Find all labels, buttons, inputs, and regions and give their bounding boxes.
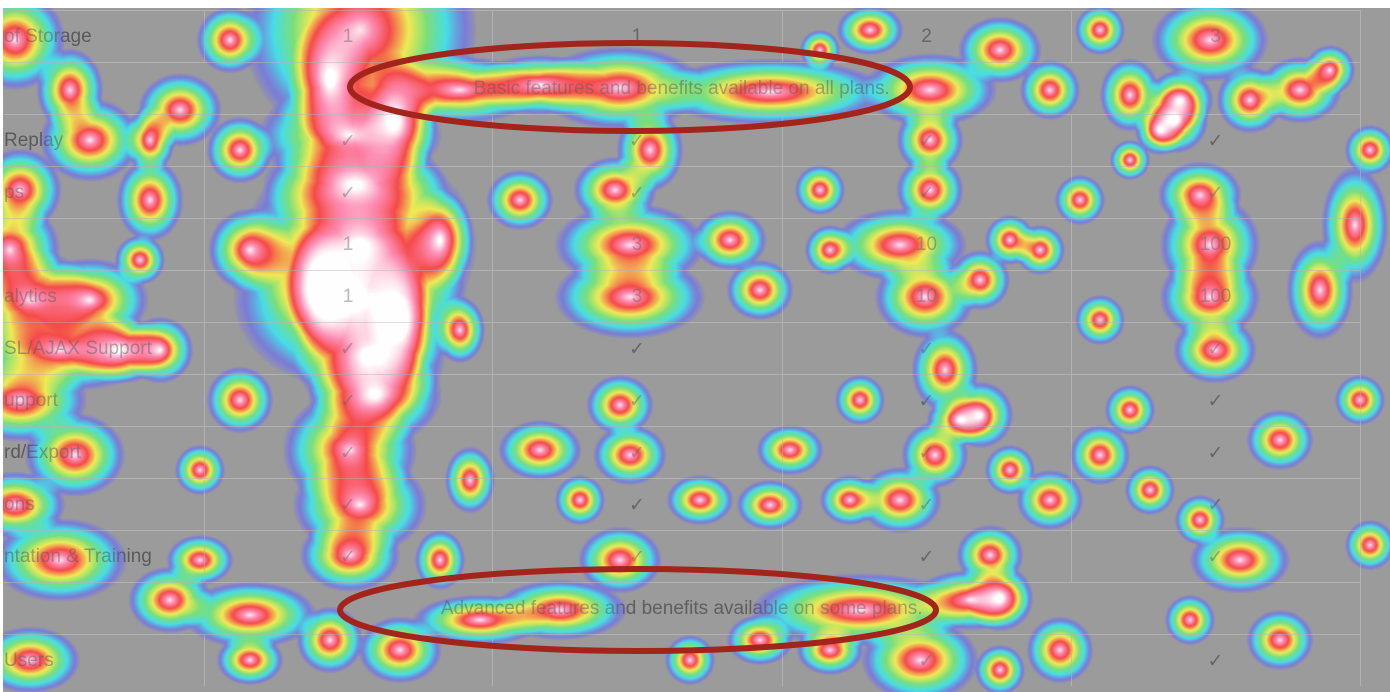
checkmark-icon: ✓ bbox=[782, 166, 1072, 219]
checkmark-icon: ✓ bbox=[492, 426, 783, 479]
feature-name-cell: ntation & Training bbox=[4, 530, 205, 583]
checkmark-icon: ✓ bbox=[204, 374, 493, 427]
plan-value-cell: 10 bbox=[782, 270, 1072, 323]
pricing-comparison-table: of Storage 1 1 2 3 Basic features and benefit… bbox=[4, 10, 1361, 686]
table-row: 1 3 10 100 bbox=[4, 218, 1361, 271]
checkmark-icon: ✓ bbox=[492, 478, 783, 531]
checkmark-icon: ✓ bbox=[204, 166, 493, 219]
section-header-row: Advanced features and benefits available… bbox=[4, 582, 1361, 635]
plan-value-cell bbox=[492, 634, 783, 686]
feature-name-cell: rd/Export bbox=[4, 426, 205, 479]
checkmark-icon: ✓ bbox=[1071, 114, 1361, 167]
table-row: of Storage 1 1 2 3 bbox=[4, 10, 1361, 63]
checkmark-icon: ✓ bbox=[204, 114, 493, 167]
checkmark-icon: ✓ bbox=[782, 478, 1072, 531]
top-crop-edge bbox=[0, 0, 1390, 8]
checkmark-icon: ✓ bbox=[492, 374, 783, 427]
plan-value-cell: 1 bbox=[492, 10, 783, 63]
checkmark-icon: ✓ bbox=[1071, 322, 1361, 375]
plan-value-cell: 2 bbox=[782, 10, 1072, 63]
checkmark-icon: ✓ bbox=[782, 374, 1072, 427]
checkmark-icon: ✓ bbox=[1071, 166, 1361, 219]
left-crop-edge bbox=[0, 0, 3, 692]
feature-name-cell: alytics bbox=[4, 270, 205, 323]
checkmark-icon: ✓ bbox=[204, 530, 493, 583]
feature-name-cell: Replay bbox=[4, 114, 205, 167]
table-row: Users ✓ ✓ bbox=[4, 634, 1361, 686]
table-row: alytics 1 3 10 100 bbox=[4, 270, 1361, 323]
checkmark-icon: ✓ bbox=[1071, 634, 1361, 686]
plan-value-cell: 1 bbox=[204, 218, 493, 271]
checkmark-icon: ✓ bbox=[782, 426, 1072, 479]
checkmark-icon: ✓ bbox=[782, 114, 1072, 167]
checkmark-icon: ✓ bbox=[204, 322, 493, 375]
checkmark-icon: ✓ bbox=[782, 530, 1072, 583]
plan-value-cell: 100 bbox=[1071, 270, 1361, 323]
feature-name-cell: Users bbox=[4, 634, 205, 686]
table-row: ps ✓ ✓ ✓ ✓ bbox=[4, 166, 1361, 219]
table-row: ntation & Training ✓ ✓ ✓ ✓ bbox=[4, 530, 1361, 583]
checkmark-icon: ✓ bbox=[492, 322, 783, 375]
plan-value-cell: 100 bbox=[1071, 218, 1361, 271]
plan-value-cell bbox=[204, 634, 493, 686]
plan-value-cell: 3 bbox=[1071, 10, 1361, 63]
feature-name-cell: upport bbox=[4, 374, 205, 427]
table-row: upport ✓ ✓ ✓ ✓ bbox=[4, 374, 1361, 427]
feature-name-cell bbox=[4, 218, 205, 271]
table-row: rd/Export ✓ ✓ ✓ ✓ bbox=[4, 426, 1361, 479]
feature-name-cell: of Storage bbox=[4, 10, 205, 63]
checkmark-icon: ✓ bbox=[1071, 374, 1361, 427]
checkmark-icon: ✓ bbox=[492, 166, 783, 219]
plan-value-cell: 3 bbox=[492, 270, 783, 323]
checkmark-icon: ✓ bbox=[782, 322, 1072, 375]
feature-name-cell: ps bbox=[4, 166, 205, 219]
feature-name-cell: SL/AJAX Support bbox=[4, 322, 205, 375]
plan-value-cell: 3 bbox=[492, 218, 783, 271]
plan-value-cell: 10 bbox=[782, 218, 1072, 271]
checkmark-icon: ✓ bbox=[1071, 478, 1361, 531]
checkmark-icon: ✓ bbox=[204, 426, 493, 479]
table-row: SL/AJAX Support ✓ ✓ ✓ ✓ bbox=[4, 322, 1361, 375]
table-row: Replay ✓ ✓ ✓ ✓ bbox=[4, 114, 1361, 167]
table-row: ons ✓ ✓ ✓ ✓ bbox=[4, 478, 1361, 531]
checkmark-icon: ✓ bbox=[492, 114, 783, 167]
section-header-row: Basic features and benefits available on… bbox=[4, 62, 1361, 115]
checkmark-icon: ✓ bbox=[492, 530, 783, 583]
checkmark-icon: ✓ bbox=[1071, 530, 1361, 583]
section-header-label: Basic features and benefits available on… bbox=[4, 62, 1361, 115]
checkmark-icon: ✓ bbox=[204, 478, 493, 531]
checkmark-icon: ✓ bbox=[782, 634, 1072, 686]
section-header-label: Advanced features and benefits available… bbox=[4, 582, 1361, 635]
plan-value-cell: 1 bbox=[204, 10, 493, 63]
plan-value-cell: 1 bbox=[204, 270, 493, 323]
checkmark-icon: ✓ bbox=[1071, 426, 1361, 479]
feature-name-cell: ons bbox=[4, 478, 205, 531]
